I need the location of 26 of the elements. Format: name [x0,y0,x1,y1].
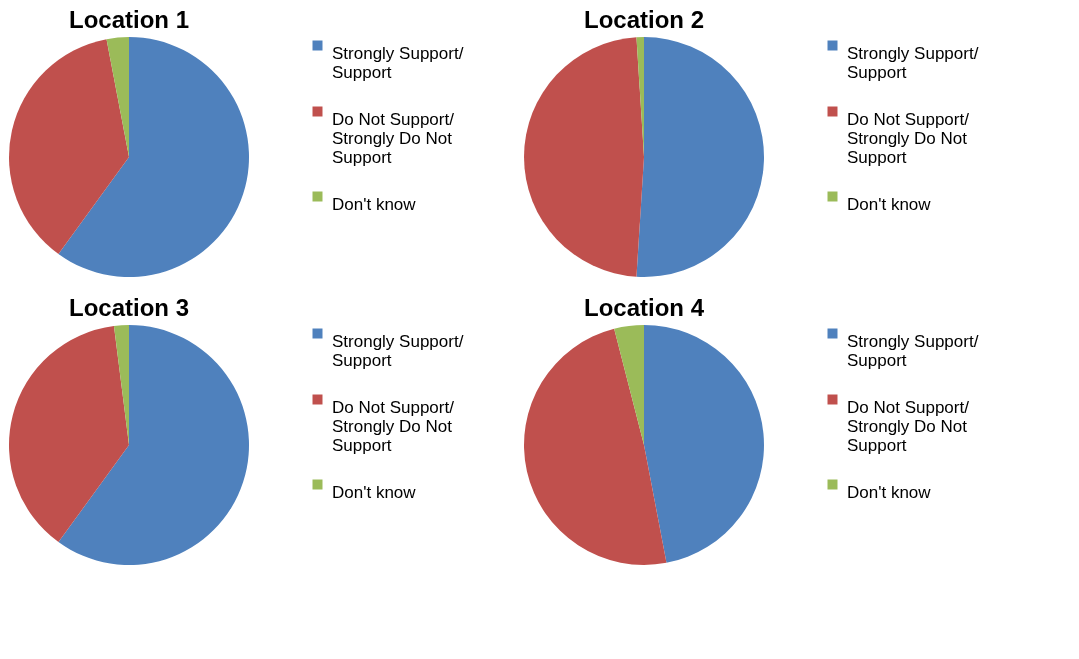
slice-label: Strongly Support/ Support [847,331,979,370]
pie-slice [644,325,764,563]
pie-slice [58,325,249,565]
legend-label: Don't know [332,194,417,214]
legend-label: Don't know [847,194,932,214]
chart-title: Location 2 [583,6,705,33]
pie-slice [614,325,644,445]
pie-slice [636,37,764,277]
chart-title: Location 4 [583,294,705,321]
pie-slice [9,39,129,255]
chart-title: Location 1 [68,6,190,33]
pie-slice [9,325,129,543]
legend-label: Do Not Support/ Strongly Do Not Support [332,397,455,455]
legend-label: Do Not Support/ Strongly Do Not Support [847,397,970,455]
slice-label: Strongly Support/ Support [332,331,464,370]
legend-label: Strongly Support/ Support [847,43,979,82]
pie-slice [524,37,644,277]
pie-slice [58,37,249,277]
legend-label: Strongly Support/ Support [332,43,464,82]
chart-title: Location 3 [68,294,190,321]
legend-label: Don't know [847,482,932,502]
legend-label: Do Not Support/ Strongly Do Not Support [332,109,455,167]
legend-label: Do Not Support/ Strongly Do Not Support [847,109,970,167]
pie-slice [106,37,129,157]
pie-slice [524,328,667,565]
legend-label: Don't know [332,482,417,502]
